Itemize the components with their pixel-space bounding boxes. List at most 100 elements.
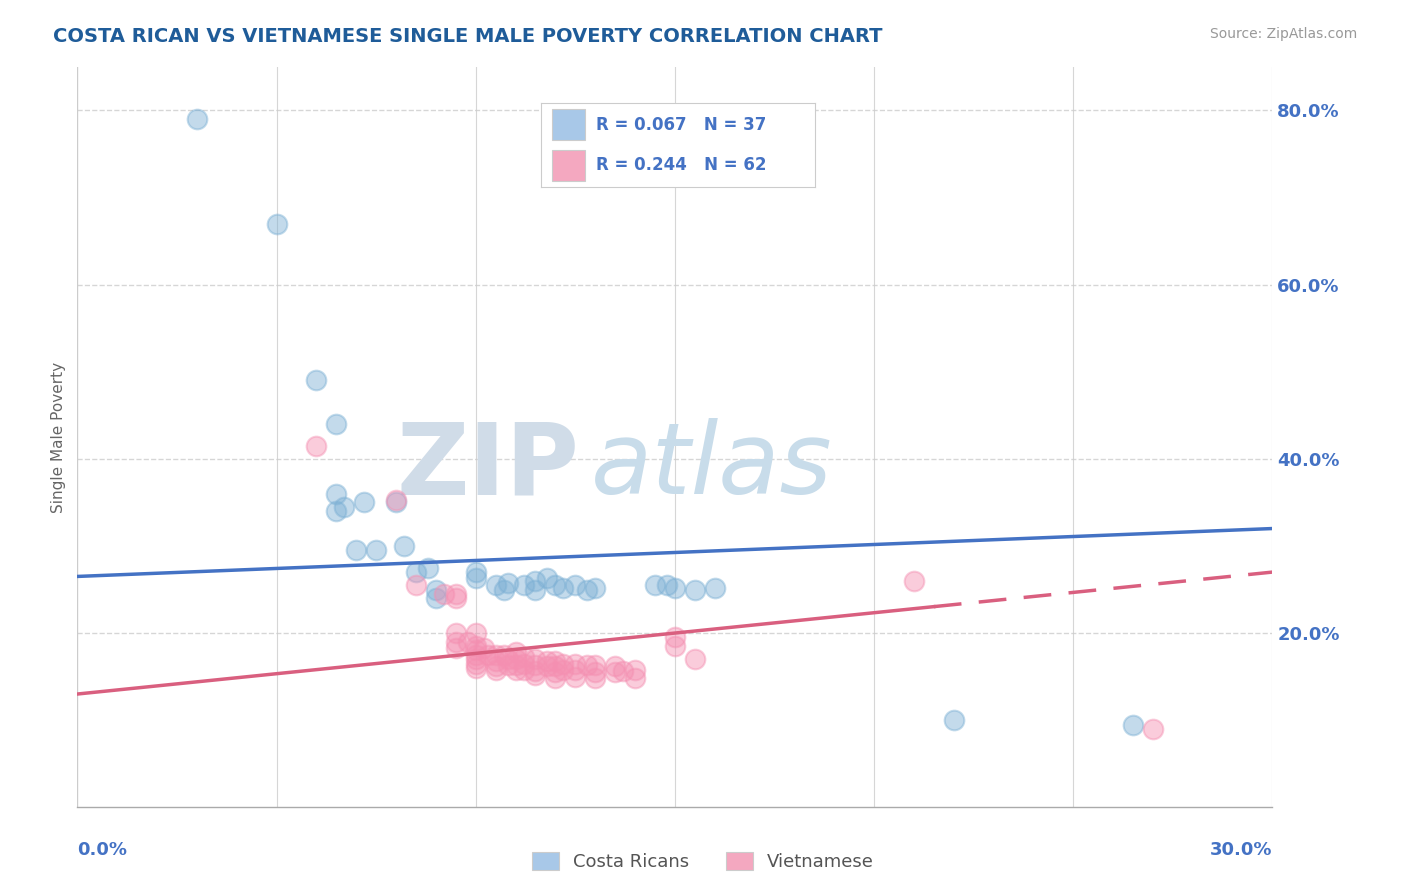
Point xyxy=(485,648,508,662)
Point xyxy=(664,639,686,653)
Point xyxy=(544,654,567,668)
Text: 0.0%: 0.0% xyxy=(77,841,128,859)
Point xyxy=(496,575,519,590)
Bar xyxy=(553,150,585,180)
Point xyxy=(512,657,534,671)
Point xyxy=(416,560,439,574)
Point xyxy=(553,657,575,671)
Text: 30.0%: 30.0% xyxy=(1211,841,1272,859)
Point xyxy=(624,671,647,685)
Point xyxy=(564,663,586,677)
Point xyxy=(605,665,627,680)
Point xyxy=(464,571,486,585)
Point xyxy=(564,670,586,684)
Point xyxy=(405,565,427,579)
Point xyxy=(444,640,467,655)
Point xyxy=(464,639,486,653)
Point xyxy=(385,492,408,507)
Point xyxy=(505,652,527,666)
Point xyxy=(472,640,495,655)
Point xyxy=(305,439,328,453)
Point xyxy=(325,486,347,500)
Point xyxy=(464,626,486,640)
Point xyxy=(564,657,586,671)
Point xyxy=(444,587,467,601)
Text: R = 0.067   N = 37: R = 0.067 N = 37 xyxy=(596,116,766,134)
Point xyxy=(433,587,456,601)
Point xyxy=(583,658,606,673)
Point xyxy=(425,591,447,606)
Point xyxy=(655,578,678,592)
Point xyxy=(544,578,567,592)
Point xyxy=(583,671,606,685)
Point xyxy=(366,543,388,558)
Point xyxy=(385,495,408,509)
Point xyxy=(186,112,208,127)
Point xyxy=(903,574,925,588)
Point xyxy=(505,645,527,659)
Point xyxy=(605,659,627,673)
Point xyxy=(576,582,599,597)
Point xyxy=(624,663,647,677)
Point xyxy=(492,648,515,662)
Legend: Costa Ricans, Vietnamese: Costa Ricans, Vietnamese xyxy=(524,845,882,879)
Point xyxy=(524,668,547,682)
Point xyxy=(333,500,356,514)
Point xyxy=(544,665,567,680)
Point xyxy=(544,659,567,673)
Point xyxy=(464,657,486,671)
Point xyxy=(353,495,375,509)
Point xyxy=(664,581,686,595)
Y-axis label: Single Male Poverty: Single Male Poverty xyxy=(51,361,66,513)
Point xyxy=(512,650,534,665)
Text: R = 0.244   N = 62: R = 0.244 N = 62 xyxy=(596,156,766,174)
Point xyxy=(576,658,599,673)
Text: atlas: atlas xyxy=(592,418,832,516)
Point xyxy=(305,374,328,388)
Point xyxy=(477,648,499,662)
Point xyxy=(464,661,486,675)
Bar xyxy=(553,110,585,140)
Point xyxy=(485,663,508,677)
Point xyxy=(664,631,686,645)
Point xyxy=(392,539,415,553)
Point xyxy=(266,217,288,231)
Point xyxy=(505,663,527,677)
Point xyxy=(524,664,547,678)
Point xyxy=(485,578,508,592)
Point xyxy=(464,652,486,666)
Point xyxy=(683,652,706,666)
Point xyxy=(524,658,547,673)
Point xyxy=(536,571,558,585)
Point xyxy=(325,417,347,431)
Point xyxy=(444,591,467,606)
Point xyxy=(505,658,527,673)
Point xyxy=(544,671,567,685)
Point xyxy=(496,652,519,666)
Text: COSTA RICAN VS VIETNAMESE SINGLE MALE POVERTY CORRELATION CHART: COSTA RICAN VS VIETNAMESE SINGLE MALE PO… xyxy=(53,27,883,45)
Point xyxy=(536,654,558,668)
Point xyxy=(564,578,586,592)
Point xyxy=(1122,717,1144,731)
Point xyxy=(612,664,634,678)
Point xyxy=(524,652,547,666)
Point xyxy=(553,581,575,595)
Point xyxy=(344,543,367,558)
Point xyxy=(464,565,486,579)
Point xyxy=(485,659,508,673)
Point xyxy=(683,582,706,597)
Point xyxy=(942,713,965,727)
Point xyxy=(444,626,467,640)
Point xyxy=(1142,722,1164,736)
Point xyxy=(444,634,467,648)
Point xyxy=(496,658,519,673)
Point xyxy=(325,504,347,518)
Point xyxy=(524,582,547,597)
Point xyxy=(512,663,534,677)
Point xyxy=(536,659,558,673)
Point xyxy=(457,634,479,648)
Point xyxy=(583,665,606,680)
Point xyxy=(524,574,547,588)
Point xyxy=(553,663,575,677)
Point xyxy=(425,582,447,597)
